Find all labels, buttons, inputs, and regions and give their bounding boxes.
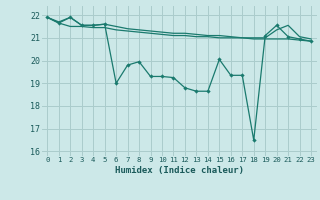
X-axis label: Humidex (Indice chaleur): Humidex (Indice chaleur) bbox=[115, 166, 244, 175]
